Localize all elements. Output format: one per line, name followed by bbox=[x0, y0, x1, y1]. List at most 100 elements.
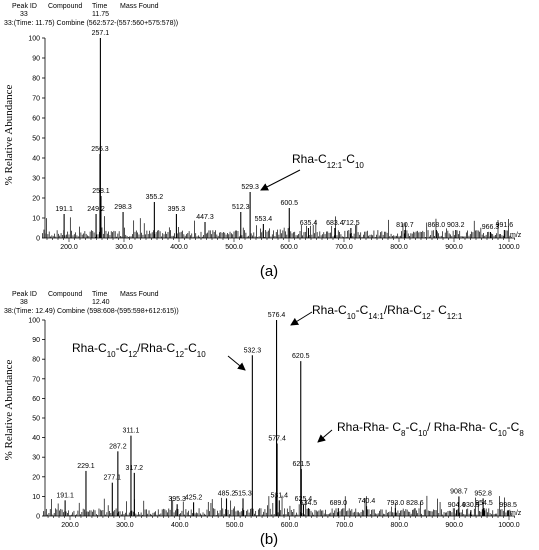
annotation-text: -C bbox=[507, 420, 520, 434]
peak-label-191.1: 191.1 bbox=[56, 492, 74, 499]
peak-label-277.1: 277.1 bbox=[104, 475, 122, 482]
y-tick-label: 50 bbox=[32, 136, 40, 143]
peak-label-683.4: 683.4 bbox=[326, 220, 344, 227]
y-tick-label: 30 bbox=[32, 455, 40, 462]
scan-line: 33:(Time: 11.75) Combine (562:572-(557:5… bbox=[4, 20, 178, 27]
panel-a: Peak ID Compound Time Mass Found 33 11.7… bbox=[3, 3, 522, 280]
annotation-text: Rha-C bbox=[312, 303, 347, 317]
peak-label-447.3: 447.3 bbox=[196, 214, 214, 221]
header-peakid-value: 38 bbox=[20, 299, 28, 306]
x-tick-label: 200.0 bbox=[60, 244, 78, 251]
annotation-rha-c10-c14-1: Rha-C10-C14:1/Rha-C12- C12:1 bbox=[312, 303, 463, 321]
peak-labels: 191.1 229.1 277.1 287.2 311.1 317.2 395.3425.2… bbox=[56, 312, 517, 509]
x-tick-label: 800.0 bbox=[390, 244, 408, 251]
x-tick-label: 900.0 bbox=[445, 244, 463, 251]
peak-label-828.6: 828.6 bbox=[406, 500, 424, 507]
header-time-value: 11.75 bbox=[92, 11, 109, 18]
peak-label-991.6: 991.6 bbox=[496, 222, 514, 229]
y-tick-label: 100 bbox=[28, 318, 40, 325]
peak-label-395.3: 395.3 bbox=[168, 206, 186, 213]
y-tick-label: 60 bbox=[32, 396, 40, 403]
peak-label-952.8: 952.8 bbox=[474, 490, 492, 497]
y-tick-label: 90 bbox=[32, 337, 40, 344]
peak-label-395.3: 395.3 bbox=[168, 496, 186, 503]
peak-label-576.4: 576.4 bbox=[268, 312, 286, 319]
panel-label-a: (a) bbox=[260, 263, 278, 280]
peak-label-532.3: 532.3 bbox=[244, 347, 262, 354]
peak-label-577.4: 577.4 bbox=[268, 435, 286, 442]
peak-label-512.3: 512.3 bbox=[232, 204, 250, 211]
header-peakid: Peak ID bbox=[12, 3, 37, 10]
annotation-arrow bbox=[317, 429, 333, 443]
y-tick-label: 0 bbox=[36, 236, 40, 243]
peak-label-998.5: 998.5 bbox=[499, 502, 517, 509]
x-ticks: 200.0 300.0 400.0 500.0 600.0 700.0 800.0 900.0… bbox=[47, 516, 520, 529]
header-time: Time bbox=[92, 3, 107, 10]
y-tick-label: 50 bbox=[32, 416, 40, 423]
header-massfound: Mass Found bbox=[120, 3, 159, 10]
x-tick-label: 700.0 bbox=[336, 522, 354, 529]
x-unit-label: m/z bbox=[510, 510, 522, 517]
annotation-subscript: 12 bbox=[175, 350, 184, 359]
peak-label-425.2: 425.2 bbox=[185, 494, 203, 501]
peak-label-904.4: 904.4 bbox=[448, 502, 466, 509]
annotation-subscript: 10 bbox=[355, 161, 364, 170]
annotation-text: Rha-C bbox=[72, 341, 107, 355]
peak-label-621.5: 621.5 bbox=[293, 461, 311, 468]
peak-label-256.3: 256.3 bbox=[91, 146, 109, 153]
x-tick-label: 500.0 bbox=[225, 244, 243, 251]
annotation-arrow bbox=[260, 169, 301, 191]
peak-label-625.4: 625.4 bbox=[295, 496, 313, 503]
y-tick-label: 10 bbox=[32, 494, 40, 501]
x-tick-label: 200.0 bbox=[61, 522, 79, 529]
annotation-rha-c12-1-c10: Rha-C12:1-C10 bbox=[292, 152, 364, 170]
annotation-text: -C bbox=[184, 341, 197, 355]
annotation-subscript: 12:1 bbox=[327, 161, 343, 170]
annotation-text: -C bbox=[116, 341, 129, 355]
peak-label-689.0: 689.0 bbox=[330, 500, 348, 507]
peak-label-634.5: 634.5 bbox=[300, 500, 318, 507]
annotation-subscript: 10 bbox=[418, 429, 427, 438]
peak-label-903.2: 903.2 bbox=[447, 222, 465, 229]
annotation-text: -C bbox=[342, 152, 355, 166]
header-massfound: Mass Found bbox=[120, 291, 159, 298]
peak-label-257.1: 257.1 bbox=[92, 30, 110, 37]
x-unit-label: m/z bbox=[510, 232, 522, 239]
peak-label-810.7: 810.7 bbox=[396, 222, 414, 229]
y-tick-label: 40 bbox=[32, 435, 40, 442]
peak-label-298.3: 298.3 bbox=[114, 204, 132, 211]
y-tick-label: 70 bbox=[32, 96, 40, 103]
x-tick-label: 700.0 bbox=[335, 244, 353, 251]
peaks bbox=[64, 320, 509, 516]
peak-label-966.3: 966.3 bbox=[482, 224, 500, 231]
peak-label-908.7: 908.7 bbox=[450, 488, 468, 495]
x-tick-label: 1000.0 bbox=[498, 522, 520, 529]
peak-labels: 191.1 249.2 256.3 257.1 258.1 298.3 355.2 395.3… bbox=[55, 30, 513, 231]
header-compound: Compound bbox=[48, 291, 82, 298]
y-tick-label: 60 bbox=[32, 116, 40, 123]
peak-label-620.5: 620.5 bbox=[292, 353, 310, 360]
y-tick-label: 90 bbox=[32, 56, 40, 63]
y-tick-label: 100 bbox=[28, 36, 40, 43]
annotation-rha-rha-c8-c10: Rha-Rha- C8-C10/ Rha-Rha- C10-C8 bbox=[337, 420, 524, 438]
x-ticks: 200.0 300.0 400.0 500.0 600.0 700.0 800.0 900.0… bbox=[46, 238, 520, 251]
annotation-subscript: 12 bbox=[128, 350, 137, 359]
x-tick-label: 300.0 bbox=[116, 522, 134, 529]
annotation-text: Rha-C bbox=[292, 152, 327, 166]
annotation-text: -C bbox=[356, 303, 369, 317]
y-tick-label: 10 bbox=[32, 216, 40, 223]
annotation-subscript: 10 bbox=[347, 312, 356, 321]
annotation-rha-c10-c12: Rha-C10-C12/Rha-C12-C10 bbox=[72, 341, 206, 359]
x-tick-label: 900.0 bbox=[445, 522, 463, 529]
y-ticks: 0 10 20 30 40 50 60 70 80 90 100 bbox=[28, 318, 45, 521]
peak-label-553.4: 553.4 bbox=[255, 216, 273, 223]
peak-label-793.0: 793.0 bbox=[387, 500, 405, 507]
panel-b: Peak ID Compound Time Mass Found 38 12.4… bbox=[3, 291, 524, 548]
peak-label-954.5: 954.5 bbox=[475, 500, 493, 507]
peak-label-317.2: 317.2 bbox=[126, 465, 144, 472]
annotation-arrow bbox=[227, 355, 246, 371]
annotation-subscript: 8 bbox=[401, 429, 406, 438]
x-tick-label: 1000.0 bbox=[498, 244, 520, 251]
y-tick-label: 20 bbox=[32, 474, 40, 481]
